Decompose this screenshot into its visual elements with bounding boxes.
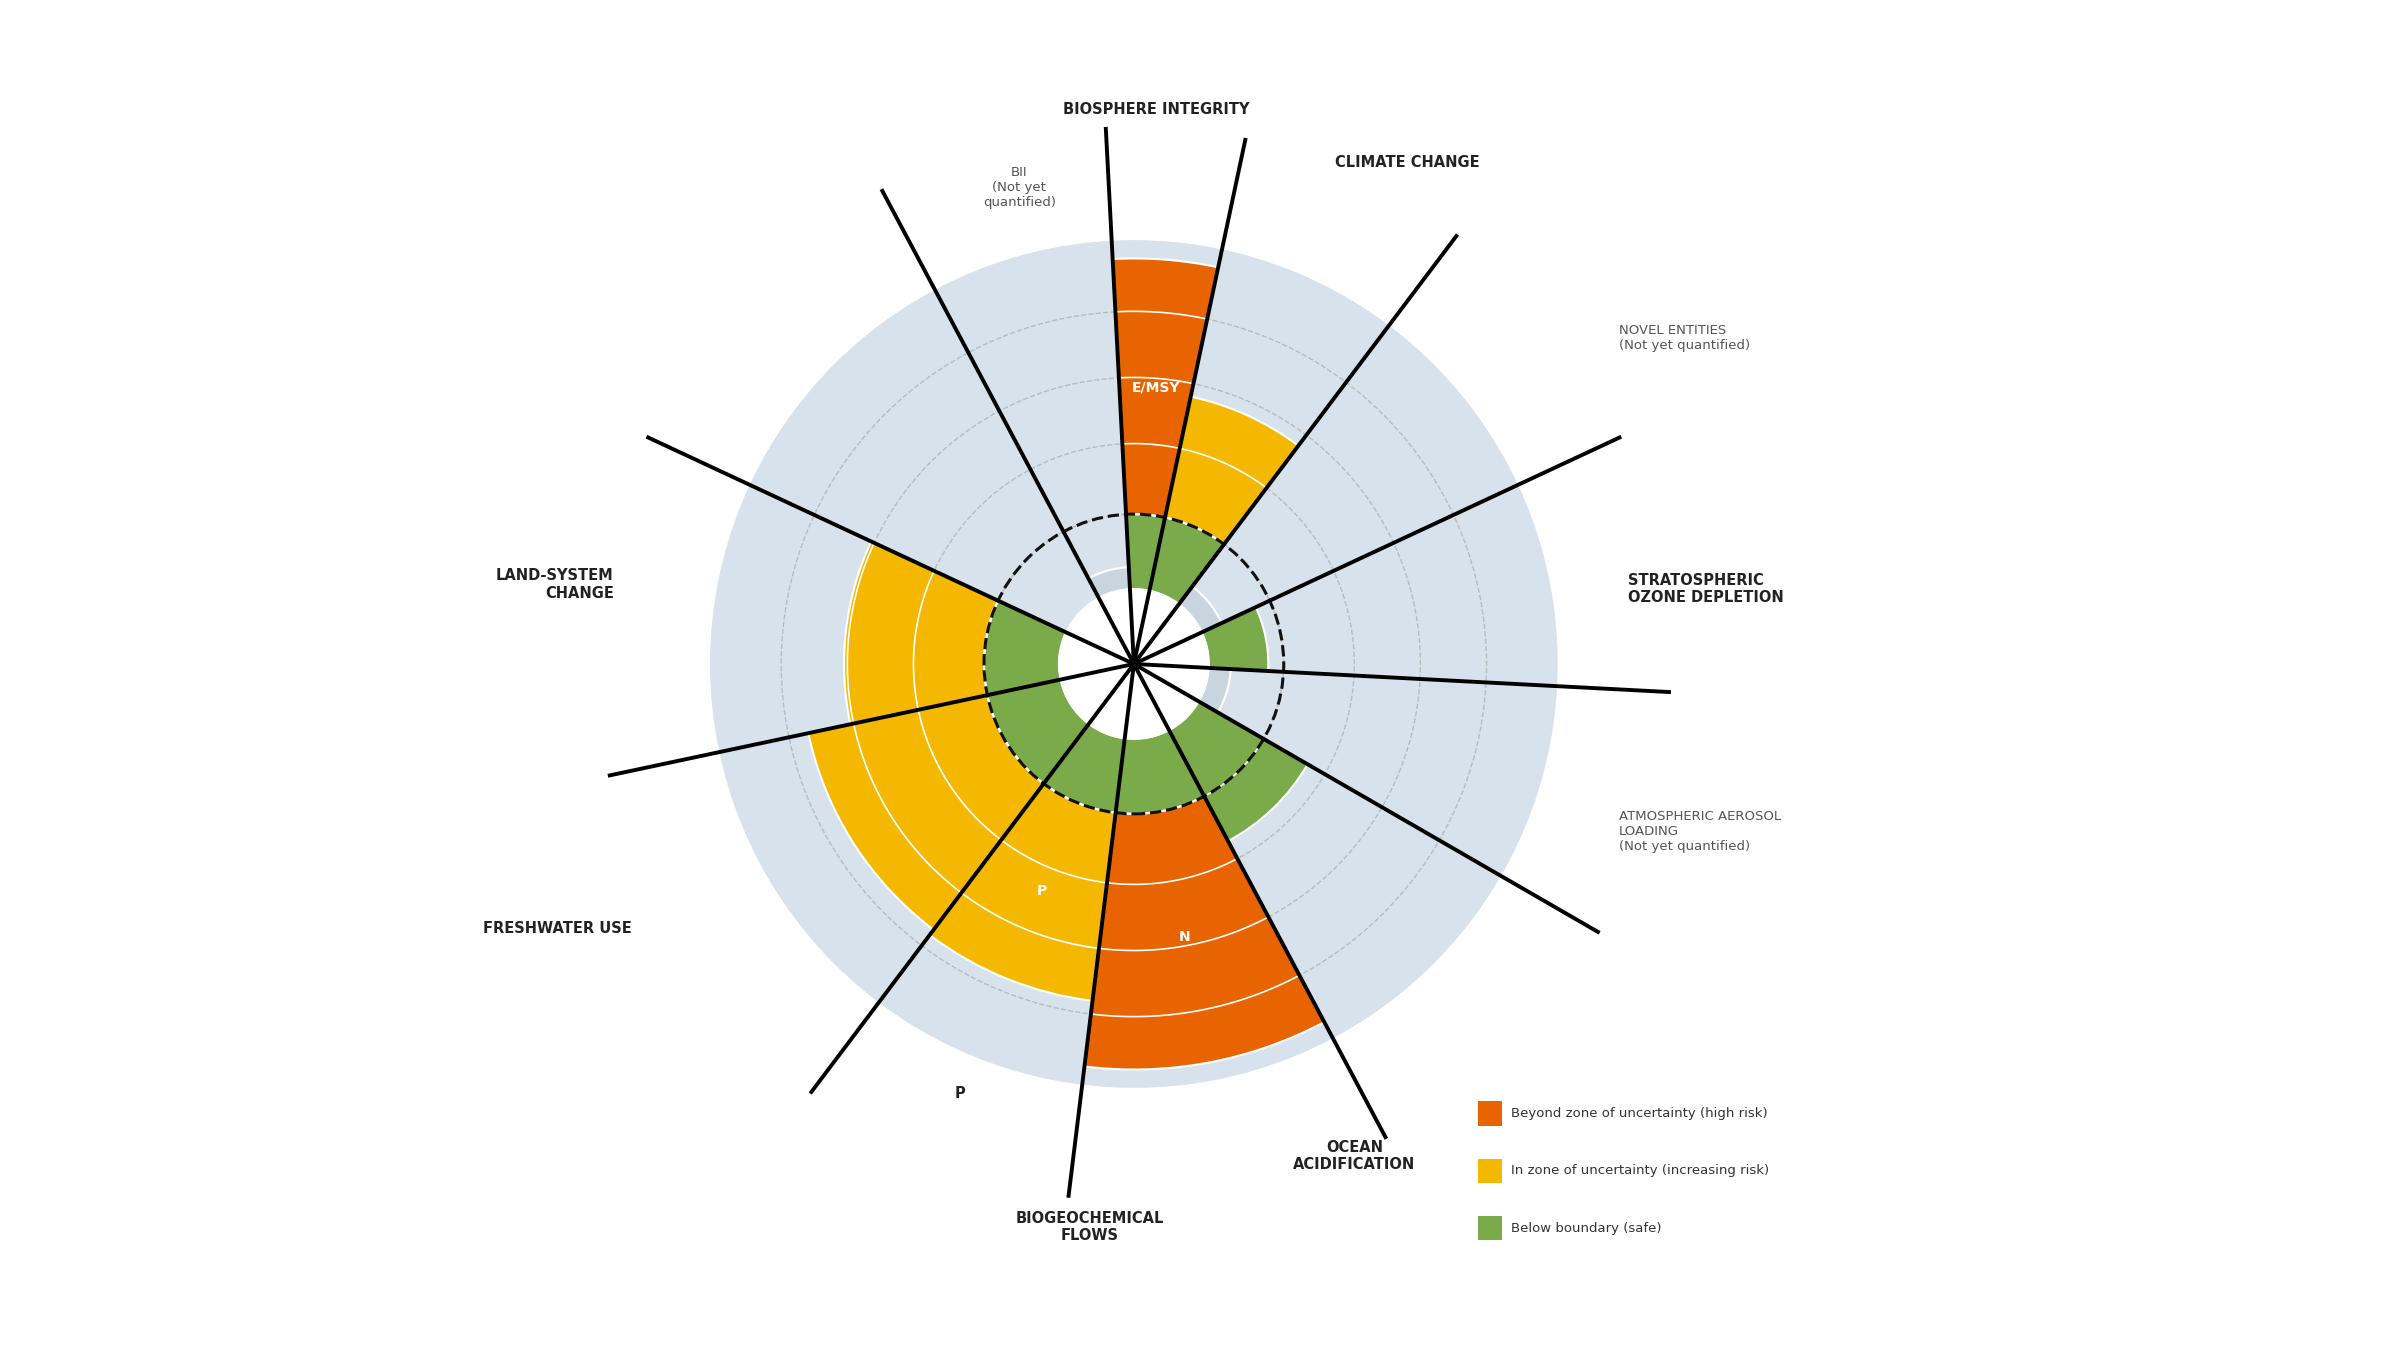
Circle shape (1058, 589, 1210, 738)
Text: E/MSY: E/MSY (1130, 381, 1181, 394)
Text: P: P (955, 1085, 965, 1100)
Text: Beyond zone of uncertainty (high risk): Beyond zone of uncertainty (high risk) (1510, 1107, 1766, 1120)
Wedge shape (1044, 724, 1126, 813)
Wedge shape (1085, 796, 1325, 1069)
Wedge shape (984, 601, 1066, 695)
Text: In zone of uncertainty (increasing risk): In zone of uncertainty (increasing risk) (1510, 1165, 1769, 1177)
Text: NOVEL ENTITIES
(Not yet quantified): NOVEL ENTITIES (Not yet quantified) (1618, 324, 1750, 352)
Text: BIOGEOCHEMICAL
FLOWS: BIOGEOCHEMICAL FLOWS (1015, 1211, 1164, 1243)
Bar (1478, 1216, 1502, 1241)
Text: P: P (1037, 884, 1046, 898)
Text: Below boundary (safe): Below boundary (safe) (1510, 1222, 1661, 1235)
Wedge shape (1198, 668, 1231, 713)
Circle shape (710, 240, 1558, 1087)
Text: FRESHWATER USE: FRESHWATER USE (482, 921, 631, 936)
Wedge shape (1126, 514, 1164, 591)
Text: N: N (1178, 930, 1190, 944)
Text: BIOSPHERE INTEGRITY: BIOSPHERE INTEGRITY (1063, 103, 1248, 117)
Wedge shape (1087, 567, 1130, 598)
Text: CLIMATE CHANGE: CLIMATE CHANGE (1334, 155, 1478, 170)
Text: ATMOSPHERIC AEROSOL
LOADING
(Not yet quantified): ATMOSPHERIC AEROSOL LOADING (Not yet qua… (1618, 810, 1781, 853)
Wedge shape (809, 695, 1044, 930)
Text: BII
(Not yet
quantified): BII (Not yet quantified) (982, 166, 1056, 209)
Text: OCEAN
ACIDIFICATION: OCEAN ACIDIFICATION (1294, 1139, 1416, 1172)
Wedge shape (929, 783, 1116, 1000)
Bar (1478, 1102, 1502, 1126)
Wedge shape (1164, 397, 1298, 544)
Wedge shape (1116, 730, 1205, 814)
Wedge shape (1114, 258, 1219, 517)
Wedge shape (1150, 517, 1224, 605)
Wedge shape (986, 679, 1090, 783)
Text: STRATOSPHERIC
OZONE DEPLETION: STRATOSPHERIC OZONE DEPLETION (1627, 572, 1783, 605)
Wedge shape (1178, 586, 1222, 632)
Wedge shape (845, 541, 998, 724)
Wedge shape (1202, 608, 1267, 671)
Wedge shape (1169, 702, 1308, 841)
Text: LAND-SYSTEM
CHANGE: LAND-SYSTEM CHANGE (497, 568, 614, 601)
Bar (1478, 1158, 1502, 1183)
